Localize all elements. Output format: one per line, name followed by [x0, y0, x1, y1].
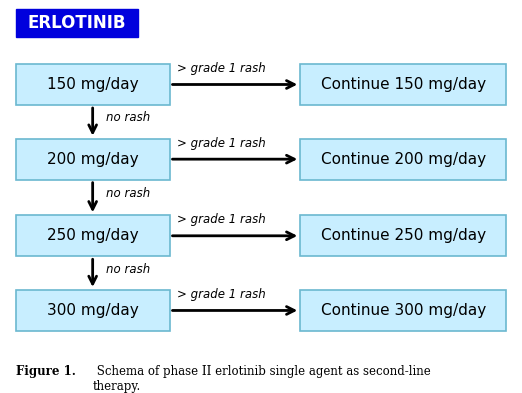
Text: 250 mg/day: 250 mg/day	[47, 228, 138, 243]
FancyBboxPatch shape	[16, 9, 138, 37]
Text: Continue 150 mg/day: Continue 150 mg/day	[321, 77, 486, 92]
FancyBboxPatch shape	[16, 215, 170, 256]
FancyBboxPatch shape	[300, 64, 506, 105]
Text: Figure 1.: Figure 1.	[16, 365, 76, 378]
Text: 150 mg/day: 150 mg/day	[47, 77, 138, 92]
Text: ERLOTINIB: ERLOTINIB	[28, 14, 126, 32]
Text: Continue 300 mg/day: Continue 300 mg/day	[321, 303, 486, 318]
Text: no rash: no rash	[105, 111, 150, 125]
Text: Continue 250 mg/day: Continue 250 mg/day	[321, 228, 486, 243]
FancyBboxPatch shape	[300, 215, 506, 256]
Text: > grade 1 rash: > grade 1 rash	[177, 288, 266, 301]
FancyBboxPatch shape	[300, 139, 506, 180]
FancyBboxPatch shape	[16, 64, 170, 105]
FancyBboxPatch shape	[300, 290, 506, 331]
Text: Continue 200 mg/day: Continue 200 mg/day	[321, 152, 486, 167]
Text: > grade 1 rash: > grade 1 rash	[177, 213, 266, 226]
Text: Schema of phase II erlotinib single agent as second-line
therapy.: Schema of phase II erlotinib single agen…	[93, 365, 431, 393]
FancyBboxPatch shape	[16, 139, 170, 180]
Text: no rash: no rash	[105, 263, 150, 276]
Text: 200 mg/day: 200 mg/day	[47, 152, 138, 167]
Text: > grade 1 rash: > grade 1 rash	[177, 137, 266, 150]
Text: 300 mg/day: 300 mg/day	[47, 303, 138, 318]
FancyBboxPatch shape	[16, 290, 170, 331]
Text: no rash: no rash	[105, 187, 150, 200]
Text: > grade 1 rash: > grade 1 rash	[177, 62, 266, 75]
